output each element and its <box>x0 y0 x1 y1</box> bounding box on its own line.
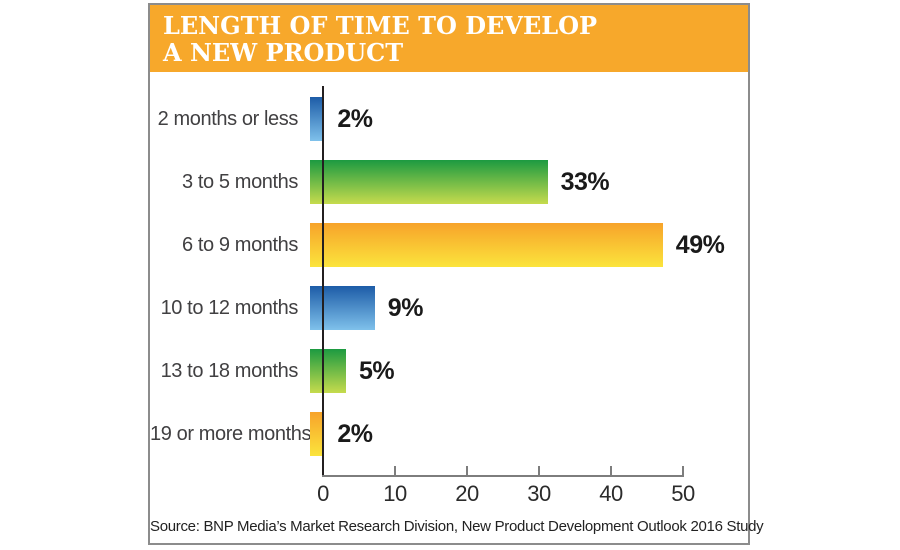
bar <box>310 223 663 267</box>
bar-rows: 2 months or less 2% 3 to 5 months 33% 6 to 9… <box>150 97 748 475</box>
x-axis-tick <box>394 466 396 475</box>
chart-title-line-1: LENGTH OF TIME TO DEVELOP <box>163 11 598 40</box>
category-label: 3 to 5 months <box>182 170 298 193</box>
x-axis-tick <box>610 466 612 475</box>
bar <box>310 97 325 141</box>
chart-panel: LENGTH OF TIME TO DEVELOP A NEW PRODUCT … <box>148 3 764 545</box>
x-axis-tick-label: 30 <box>527 481 551 506</box>
x-axis-tick-label: 40 <box>599 481 623 506</box>
x-axis-line <box>322 475 684 477</box>
value-label: 2% <box>337 419 373 448</box>
bar-row: 3 to 5 months 33% <box>150 160 748 204</box>
category-label: 6 to 9 months <box>182 233 298 256</box>
bar-row: 2 months or less 2% <box>150 97 748 141</box>
value-label: 49% <box>675 230 725 259</box>
x-axis-tick-label: 50 <box>671 481 695 506</box>
value-label: 9% <box>387 293 424 322</box>
category-label: 19 or more months <box>150 422 312 445</box>
bar <box>310 412 325 456</box>
bar <box>310 286 375 330</box>
value-label: 5% <box>359 356 395 385</box>
category-label: 2 months or less <box>157 107 299 130</box>
x-axis-tick-label: 10 <box>383 481 407 506</box>
bar <box>310 160 548 204</box>
x-axis-tick <box>466 466 468 475</box>
chart-header: LENGTH OF TIME TO DEVELOP A NEW PRODUCT <box>150 5 748 72</box>
bar-row: 13 to 18 months 5% <box>150 349 748 393</box>
x-axis-tick <box>682 466 684 475</box>
value-label: 33% <box>560 167 610 196</box>
value-label: 2% <box>337 104 373 133</box>
category-label: 10 to 12 months <box>160 296 299 319</box>
category-label: 13 to 18 months <box>160 359 299 382</box>
x-axis-tick <box>538 466 540 475</box>
y-axis-line <box>322 86 324 477</box>
bar-row: 6 to 9 months 49% <box>150 223 748 267</box>
chart-title-line-2: A NEW PRODUCT <box>163 38 404 67</box>
bar-row: 19 or more months 2% <box>150 412 748 456</box>
x-axis-tick-label: 0 <box>317 481 329 506</box>
bar <box>310 349 346 393</box>
bar-row: 10 to 12 months 9% <box>150 286 748 330</box>
source-text: Source: BNP Media’s Market Research Divi… <box>150 518 764 535</box>
x-axis-tick-label: 20 <box>455 481 479 506</box>
